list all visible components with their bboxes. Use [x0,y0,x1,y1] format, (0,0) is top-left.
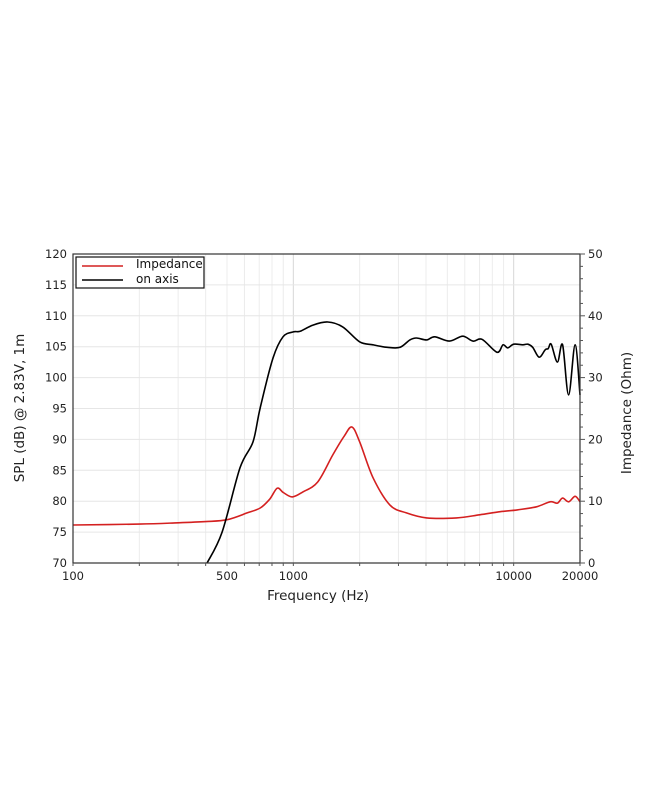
y2-tick-label: 0 [588,556,595,570]
legend-box [75,256,205,289]
y2-tick-label: 50 [588,247,603,261]
y2-tick-label: 40 [588,309,603,323]
x-tick-label: 100 [62,569,84,583]
y-tick-label: 75 [52,525,67,539]
ticks: 70 75 80 85 90 95 100 105 110 115 120 0 10 20 30 40 50 10… [45,247,603,583]
grid [72,253,581,564]
y2-tick-label: 10 [588,494,603,508]
y-tick-label: 120 [45,247,67,261]
plot-frame [72,253,581,564]
y2-tick-label: 20 [588,432,603,446]
y-tick-label: 95 [52,402,67,416]
y-tick-label: 100 [45,371,67,385]
y-tick-label: 105 [45,340,67,354]
x-axis-label: Frequency (Hz) [267,588,369,604]
y-tick-label: 80 [52,494,67,508]
series-line-impedance [72,426,581,526]
y-tick-label: 115 [45,278,67,292]
y2-tick-label: 30 [588,371,603,385]
y-tick-label: 90 [52,432,67,446]
x-tick-label: 20000 [562,569,599,583]
legend-label-impedance: Impedance [136,257,203,271]
y-tick-label: 85 [52,463,67,477]
y-tick-label: 110 [45,309,67,323]
legend-label-on-axis: on axis [136,272,179,286]
x-tick-label: 1000 [279,569,308,583]
x-tick-label: 500 [216,569,238,583]
series-group [72,321,581,564]
series-line-on-axis [206,321,581,564]
x-tick-label: 10000 [495,569,532,583]
legend: Impedance on axis [75,256,205,289]
y-tick-label: 70 [52,556,67,570]
y2-axis-label: Impedance (Ohm) [619,352,635,474]
y-axis-label: SPL (dB) @ 2.83V, 1m [12,334,28,483]
